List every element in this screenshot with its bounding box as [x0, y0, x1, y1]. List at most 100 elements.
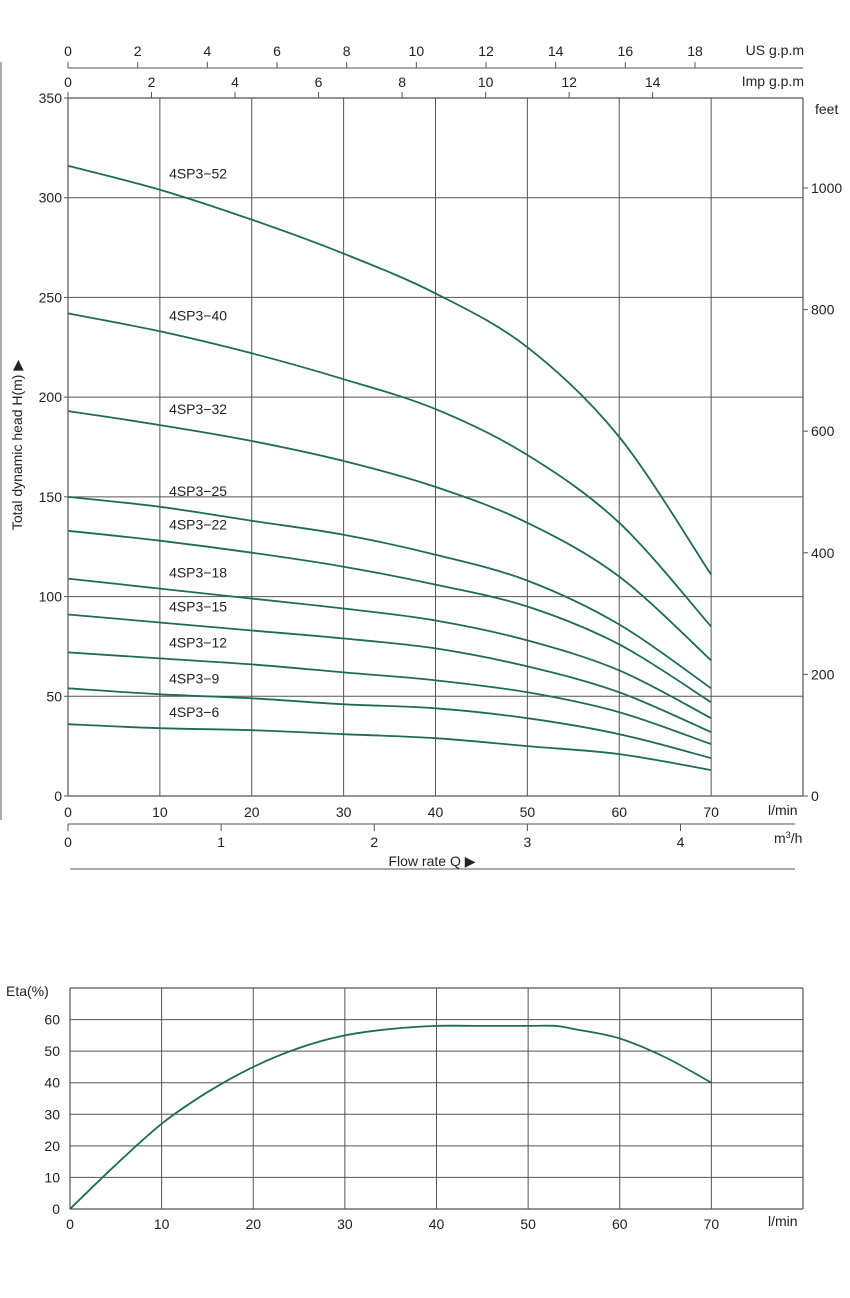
usgpm-tick-label-2: 2: [134, 43, 142, 59]
eta-y-tick-label-30: 30: [44, 1106, 60, 1122]
eta-axis-title: Eta(%): [6, 983, 49, 999]
curve-label-4sp3-22: 4SP3−22: [169, 517, 227, 533]
curve-4sp3-15: [67, 613, 712, 734]
curve-label-4sp3-12: 4SP3−12: [169, 634, 227, 650]
eta-y-tick-label-20: 20: [44, 1138, 60, 1154]
y-tick-label-150: 150: [39, 489, 63, 505]
usgpm-tick-label-4: 4: [203, 43, 211, 59]
usgpm-tick-label-14: 14: [548, 43, 564, 59]
curve-4sp3-12: [67, 651, 712, 745]
impgpm-tick-label-8: 8: [398, 74, 406, 90]
feet-unit-label: feet: [815, 101, 838, 117]
head-axis-title: Total dynamic head H(m) ▶: [9, 360, 25, 531]
y-tick-label-50: 50: [46, 688, 62, 704]
impgpm-tick-label-10: 10: [478, 74, 494, 90]
impgpm-tick-label-14: 14: [645, 74, 661, 90]
curve-label-4sp3-9: 4SP3−9: [169, 670, 219, 686]
usgpm-tick-label-10: 10: [409, 43, 425, 59]
y-tick-label-100: 100: [39, 589, 63, 605]
x-tick-label-50: 50: [520, 804, 536, 820]
head-chart-frame: [0, 62, 804, 820]
head-chart-grid: [68, 98, 803, 796]
m3h-unit-label: m3/h: [774, 830, 802, 846]
curve-4sp3-6: [67, 723, 712, 771]
curve-4sp3-52: [67, 164, 712, 576]
curve-label-4sp3-40: 4SP3−40: [169, 307, 227, 323]
curve-4sp3-40: [67, 312, 712, 628]
eta-x-tick-label-50: 50: [520, 1216, 536, 1232]
eta-x-tick-label-70: 70: [704, 1216, 720, 1232]
impgpm-tick-label-12: 12: [561, 74, 577, 90]
head-curves: [67, 164, 712, 771]
lmin-unit-label: l/min: [768, 802, 798, 818]
impgpm-tick-label-6: 6: [315, 74, 323, 90]
usgpm-tick-label-16: 16: [618, 43, 634, 59]
y-tick-label-0: 0: [54, 788, 62, 804]
impgpm-tick-label-2: 2: [148, 74, 156, 90]
x-tick-label-40: 40: [428, 804, 444, 820]
impgpm-tick-label-4: 4: [231, 74, 239, 90]
curve-label-4sp3-25: 4SP3−25: [169, 483, 227, 499]
curve-4sp3-18: [67, 577, 712, 719]
eta-x-tick-label-60: 60: [612, 1216, 628, 1232]
x-tick-label-0: 0: [64, 804, 72, 820]
y-tick-label-250: 250: [39, 289, 63, 305]
y-tick-label-350: 350: [39, 90, 63, 106]
head-chart-ticks: 05010015020025030035002004006008001000fe…: [39, 42, 842, 870]
feet-tick-label-0: 0: [811, 788, 819, 804]
m3h-tick-label-0: 0: [64, 834, 72, 850]
feet-tick-label-200: 200: [811, 666, 835, 682]
m3h-unit-suffix: /h: [791, 830, 803, 846]
eta-x-tick-label-30: 30: [337, 1216, 353, 1232]
y-tick-label-200: 200: [39, 389, 63, 405]
eta-y-tick-label-60: 60: [44, 1012, 60, 1028]
x-tick-label-10: 10: [152, 804, 168, 820]
eta-x-tick-label-10: 10: [154, 1216, 170, 1232]
eta-chart-ticks: 0 10 20 30 40 50 60 70 0 10 20 30 40 50 60: [44, 1012, 719, 1232]
x-tick-label-60: 60: [611, 804, 627, 820]
impgpm-unit-label: Imp g.p.m: [742, 73, 804, 89]
m3h-tick-label-2: 2: [370, 834, 378, 850]
curve-4sp3-32: [67, 410, 712, 662]
curve-label-4sp3-32: 4SP3−32: [169, 401, 227, 417]
eta-y-tick-label-0: 0: [52, 1201, 60, 1217]
eta-chart-grid: [69, 987, 804, 1210]
curve-4sp3-9: [67, 687, 712, 759]
usgpm-tick-label-6: 6: [273, 43, 281, 59]
eta-curve-0: [69, 1024, 712, 1210]
curve-4sp3-22: [67, 529, 712, 704]
m3h-tick-label-3: 3: [523, 834, 531, 850]
usgpm-tick-label-18: 18: [687, 43, 703, 59]
curve-4sp3-25: [67, 496, 712, 690]
x-tick-label-20: 20: [244, 804, 260, 820]
feet-tick-label-1000: 1000: [811, 180, 842, 196]
eta-y-tick-label-40: 40: [44, 1075, 60, 1091]
eta-x-unit-label: l/min: [768, 1213, 798, 1229]
eta-x-tick-label-20: 20: [245, 1216, 261, 1232]
eta-curves: [69, 1024, 712, 1210]
curve-label-4sp3-15: 4SP3−15: [169, 598, 227, 614]
feet-tick-label-800: 800: [811, 302, 835, 318]
eta-y-tick-label-50: 50: [44, 1043, 60, 1059]
curve-label-4sp3-52: 4SP3−52: [169, 166, 227, 182]
x-tick-label-70: 70: [703, 804, 719, 820]
m3h-unit-superscript: 3: [786, 830, 791, 840]
feet-tick-label-600: 600: [811, 423, 835, 439]
curve-label-4sp3-6: 4SP3−6: [169, 704, 219, 720]
head-curve-labels: 4SP3−52 4SP3−40 4SP3−32 4SP3−25 4SP3−22 4SP3−…: [169, 166, 227, 720]
impgpm-tick-label-0: 0: [64, 74, 72, 90]
usgpm-tick-label-0: 0: [64, 43, 72, 59]
usgpm-tick-label-12: 12: [478, 43, 494, 59]
usgpm-tick-label-8: 8: [343, 43, 351, 59]
eta-x-tick-label-40: 40: [429, 1216, 445, 1232]
m3h-tick-label-1: 1: [217, 834, 225, 850]
flow-rate-axis-title: Flow rate Q ▶: [388, 853, 475, 869]
eta-x-tick-label-0: 0: [66, 1216, 74, 1232]
y-tick-label-300: 300: [39, 190, 63, 206]
eta-y-tick-label-10: 10: [44, 1169, 60, 1185]
m3h-tick-label-4: 4: [677, 834, 685, 850]
usgpm-unit-label: US g.p.m: [746, 42, 804, 58]
curve-label-4sp3-18: 4SP3−18: [169, 565, 227, 581]
